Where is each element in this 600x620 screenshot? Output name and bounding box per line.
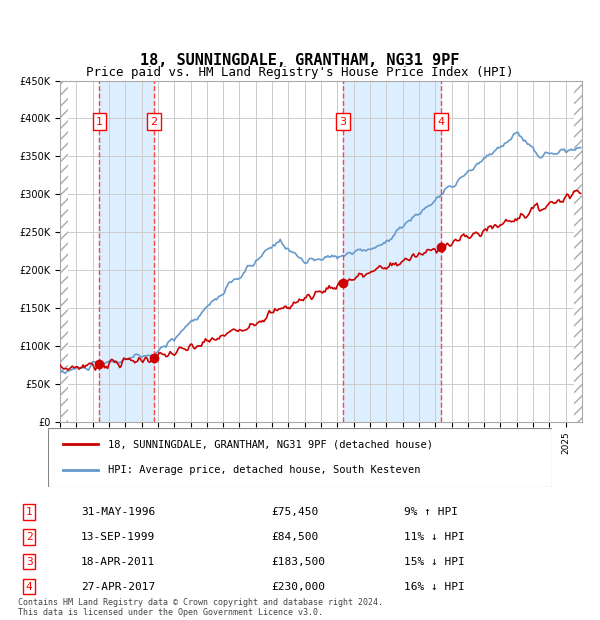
Bar bbox=[60, 81, 68, 422]
Text: 15% ↓ HPI: 15% ↓ HPI bbox=[404, 557, 464, 567]
Text: 4: 4 bbox=[437, 117, 444, 126]
Text: 9% ↑ HPI: 9% ↑ HPI bbox=[404, 507, 458, 517]
Text: 18-APR-2011: 18-APR-2011 bbox=[81, 557, 155, 567]
Bar bbox=[574, 81, 582, 422]
Text: £84,500: £84,500 bbox=[271, 532, 319, 542]
Text: Contains HM Land Registry data © Crown copyright and database right 2024.
This d: Contains HM Land Registry data © Crown c… bbox=[18, 598, 383, 618]
Text: £183,500: £183,500 bbox=[271, 557, 325, 567]
Text: Price paid vs. HM Land Registry's House Price Index (HPI): Price paid vs. HM Land Registry's House … bbox=[86, 66, 514, 79]
FancyBboxPatch shape bbox=[48, 428, 552, 487]
Text: 2: 2 bbox=[150, 117, 157, 126]
Text: 18, SUNNINGDALE, GRANTHAM, NG31 9PF (detached house): 18, SUNNINGDALE, GRANTHAM, NG31 9PF (det… bbox=[109, 440, 433, 450]
Text: 2: 2 bbox=[26, 532, 32, 542]
Text: 1: 1 bbox=[96, 117, 103, 126]
Text: 27-APR-2017: 27-APR-2017 bbox=[81, 582, 155, 591]
Text: 16% ↓ HPI: 16% ↓ HPI bbox=[404, 582, 464, 591]
Text: 13-SEP-1999: 13-SEP-1999 bbox=[81, 532, 155, 542]
Bar bbox=[100, 81, 154, 422]
Text: 31-MAY-1996: 31-MAY-1996 bbox=[81, 507, 155, 517]
Text: £230,000: £230,000 bbox=[271, 582, 325, 591]
Text: 3: 3 bbox=[26, 557, 32, 567]
Text: 11% ↓ HPI: 11% ↓ HPI bbox=[404, 532, 464, 542]
Text: 1: 1 bbox=[26, 507, 32, 517]
Text: HPI: Average price, detached house, South Kesteven: HPI: Average price, detached house, Sout… bbox=[109, 465, 421, 475]
Text: £75,450: £75,450 bbox=[271, 507, 319, 517]
Bar bbox=[343, 81, 440, 422]
Text: 18, SUNNINGDALE, GRANTHAM, NG31 9PF: 18, SUNNINGDALE, GRANTHAM, NG31 9PF bbox=[140, 53, 460, 68]
Text: 4: 4 bbox=[26, 582, 32, 591]
Text: 3: 3 bbox=[339, 117, 346, 126]
